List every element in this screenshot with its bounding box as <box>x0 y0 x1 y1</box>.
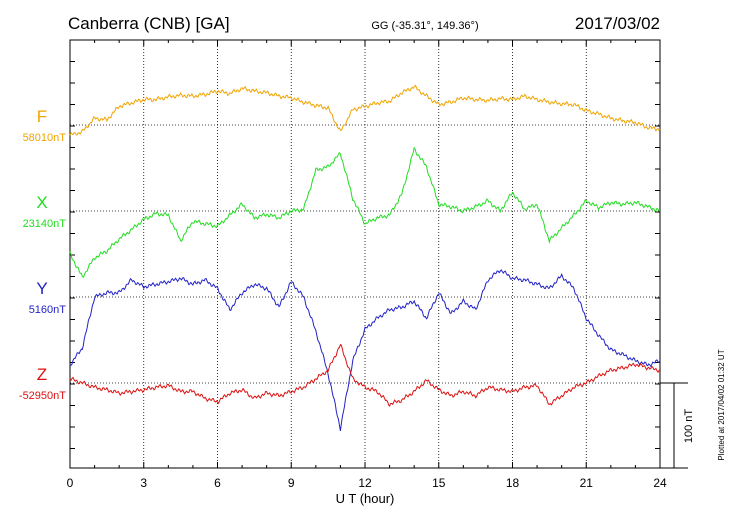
station-title: Canberra (CNB) [GA] <box>68 14 230 33</box>
x-tick-labels: 0 3 6 9 12 15 18 21 24 <box>67 476 667 490</box>
x-tick-label: 9 <box>288 476 295 490</box>
chart-date: 2017/03/02 <box>575 14 660 33</box>
x-axis-label: U T (hour) <box>336 491 395 506</box>
x-tick-label: 3 <box>140 476 147 490</box>
series-lines <box>69 84 661 431</box>
x-tick-label: 12 <box>358 476 372 490</box>
x-tick-label: 18 <box>506 476 520 490</box>
grid-lines <box>143 40 587 468</box>
baseline-value-y: 5160nT <box>29 304 67 316</box>
baseline-value-z: -52950nT <box>19 390 66 402</box>
series-labels: F 58010nT X 23140nT Y 5160nT Z -52950nT <box>19 107 66 402</box>
scale-bar: 100 nT <box>660 382 695 469</box>
series-name-z: Z <box>37 365 47 384</box>
series-baselines <box>70 124 660 384</box>
series-line-x <box>69 146 660 279</box>
series-name-f: F <box>37 107 47 126</box>
axis-ticks <box>69 40 661 468</box>
x-tick-label: 24 <box>653 476 667 490</box>
station-coords: GG (-35.31°, 149.36°) <box>371 20 478 32</box>
x-tick-label: 0 <box>67 476 74 490</box>
series-line-f <box>69 84 661 136</box>
plotted-note: Plotted at 2017/04/02 01:32 UT <box>717 349 726 460</box>
baseline-value-x: 23140nT <box>23 218 67 230</box>
series-line-y <box>69 269 661 431</box>
series-line-z <box>69 343 661 408</box>
x-tick-label: 21 <box>580 476 594 490</box>
series-name-x: X <box>36 193 47 212</box>
series-name-y: Y <box>36 279 47 298</box>
scale-bar-label: 100 nT <box>683 409 695 444</box>
x-tick-label: 15 <box>432 476 446 490</box>
x-tick-label: 6 <box>214 476 221 490</box>
baseline-value-f: 58010nT <box>23 132 67 144</box>
